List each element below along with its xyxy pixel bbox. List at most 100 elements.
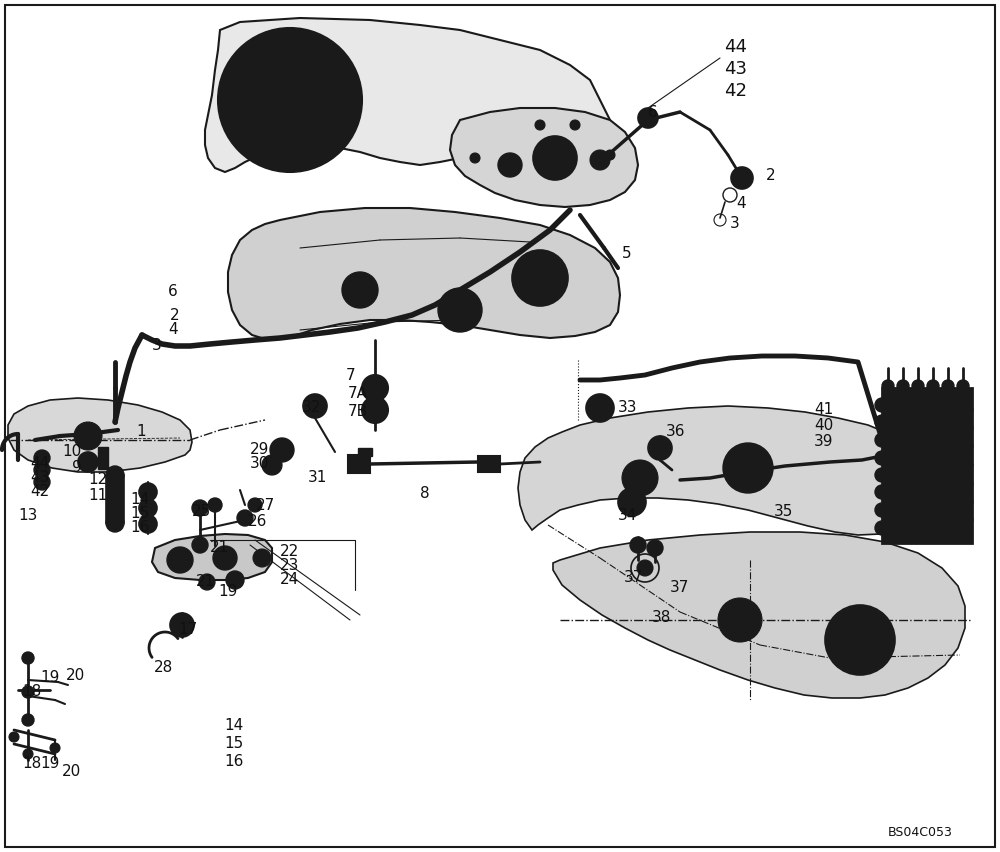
Text: 44: 44 [30, 456, 49, 471]
Circle shape [78, 452, 98, 472]
Bar [98, 447, 108, 469]
Text: 27: 27 [256, 498, 275, 513]
Circle shape [927, 380, 939, 392]
Circle shape [605, 150, 615, 160]
Circle shape [170, 613, 194, 637]
Circle shape [192, 537, 208, 553]
Circle shape [590, 150, 610, 170]
Text: 23: 23 [280, 558, 299, 573]
Text: 37: 37 [624, 570, 643, 585]
Circle shape [533, 136, 577, 180]
Text: 14: 14 [224, 718, 243, 733]
Circle shape [253, 549, 271, 567]
Circle shape [235, 45, 345, 155]
Text: 44: 44 [724, 38, 747, 56]
Text: 25: 25 [192, 504, 211, 519]
Circle shape [342, 272, 378, 308]
Text: 8: 8 [420, 486, 430, 501]
Text: 40: 40 [814, 418, 833, 433]
Text: 1: 1 [136, 424, 146, 439]
Circle shape [622, 460, 658, 496]
Circle shape [512, 250, 568, 306]
Text: 5: 5 [622, 246, 632, 261]
Circle shape [875, 503, 889, 517]
Circle shape [963, 441, 973, 451]
Circle shape [213, 546, 237, 570]
Text: 11: 11 [88, 488, 107, 503]
Circle shape [236, 94, 248, 106]
Circle shape [470, 153, 480, 163]
Circle shape [237, 510, 253, 526]
Circle shape [963, 423, 973, 433]
Circle shape [139, 515, 157, 533]
Circle shape [22, 652, 34, 664]
Text: 19: 19 [40, 756, 59, 771]
Circle shape [368, 403, 382, 417]
Text: 17: 17 [178, 622, 197, 637]
Bar [882, 388, 972, 543]
Text: 43: 43 [724, 60, 747, 78]
Circle shape [139, 499, 157, 517]
Circle shape [362, 397, 388, 423]
Circle shape [34, 462, 50, 478]
Polygon shape [228, 208, 620, 340]
Text: 42: 42 [724, 82, 747, 100]
Circle shape [308, 135, 320, 147]
Circle shape [648, 436, 672, 460]
Circle shape [270, 438, 294, 462]
Circle shape [618, 488, 646, 516]
Text: 28: 28 [154, 660, 173, 675]
Circle shape [248, 498, 262, 512]
Text: 3: 3 [152, 338, 162, 353]
Text: 2: 2 [766, 168, 776, 183]
Text: 18: 18 [22, 684, 41, 699]
Text: 10: 10 [62, 444, 81, 459]
Circle shape [912, 380, 924, 392]
Text: 32: 32 [302, 400, 321, 415]
Circle shape [963, 497, 973, 507]
Text: 16: 16 [130, 520, 149, 535]
Text: 4: 4 [168, 322, 178, 337]
Polygon shape [450, 108, 638, 207]
Text: 14: 14 [130, 492, 149, 507]
Circle shape [22, 686, 34, 698]
Circle shape [875, 485, 889, 499]
Text: 31: 31 [308, 470, 327, 485]
Text: 29: 29 [250, 442, 269, 457]
Text: 21: 21 [210, 540, 229, 555]
Circle shape [34, 450, 50, 466]
Text: 12: 12 [88, 472, 107, 487]
Circle shape [723, 443, 773, 493]
Polygon shape [518, 406, 924, 535]
Text: 24: 24 [280, 572, 299, 587]
Circle shape [167, 547, 193, 573]
Circle shape [208, 498, 222, 512]
Circle shape [638, 108, 658, 128]
Circle shape [34, 474, 50, 490]
Circle shape [647, 540, 663, 556]
Circle shape [22, 714, 34, 726]
Text: 7: 7 [346, 368, 356, 383]
Circle shape [303, 394, 327, 418]
Circle shape [875, 468, 889, 482]
Circle shape [875, 433, 889, 447]
Circle shape [963, 479, 973, 489]
Polygon shape [553, 532, 965, 698]
Circle shape [260, 135, 272, 147]
Circle shape [218, 28, 362, 172]
Text: 22: 22 [280, 544, 299, 559]
Circle shape [963, 405, 973, 415]
Text: 41: 41 [814, 402, 833, 417]
Circle shape [260, 53, 272, 65]
Circle shape [83, 457, 93, 467]
Circle shape [106, 514, 124, 532]
Text: 15: 15 [224, 736, 243, 751]
Circle shape [139, 483, 157, 501]
Circle shape [957, 380, 969, 392]
Text: 2: 2 [170, 308, 180, 323]
Text: 35: 35 [774, 504, 793, 519]
Circle shape [308, 53, 320, 65]
Circle shape [963, 460, 973, 470]
Text: 21: 21 [196, 574, 215, 589]
Text: 7A: 7A [348, 386, 368, 401]
